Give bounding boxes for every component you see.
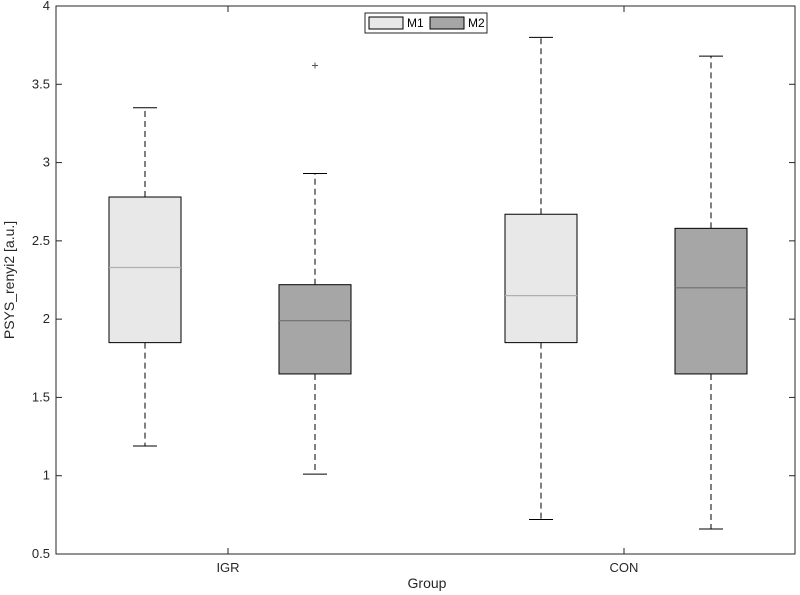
box-m2-con — [674, 55, 748, 530]
legend-label-m1: M1 — [407, 16, 424, 30]
legend-swatch-m1 — [368, 16, 404, 30]
x-tick-label-igr: IGR — [216, 560, 239, 575]
y-tick-label: 0.5 — [32, 546, 50, 561]
legend-entry-m1: M1 — [368, 16, 424, 30]
box-body-m2-igr — [278, 284, 352, 375]
box-m2-igr — [278, 62, 352, 475]
y-tick-label: 2 — [43, 311, 50, 326]
plot-frame — [55, 5, 796, 555]
y-tick-label: 3.5 — [32, 76, 50, 91]
y-tick-label: 1 — [43, 468, 50, 483]
y-axis-label: PSYS_renyi2 [a.u.] — [1, 221, 17, 339]
box-body-m2-con — [674, 227, 748, 375]
outlier-m2-igr-0 — [312, 62, 318, 69]
legend-label-m2: M2 — [468, 16, 485, 30]
y-tick-label: 3 — [43, 155, 50, 170]
legend-swatch-m2 — [429, 16, 465, 30]
x-tick-label-con: CON — [610, 560, 639, 575]
axes-layer: 0.5 1 1.5 2 2.5 3 3.5 4 IGR CON — [32, 0, 796, 575]
legend-entry-m2: M2 — [429, 16, 485, 30]
legend: M1 M2 — [364, 12, 488, 34]
x-axis-label: Group — [408, 575, 447, 591]
y-tick-label: 2.5 — [32, 233, 50, 248]
box-m1-igr — [108, 107, 182, 447]
boxes-layer — [108, 36, 748, 530]
box-m1-con — [504, 36, 578, 521]
box-body-m1-igr — [108, 196, 182, 344]
y-tick-label: 1.5 — [32, 389, 50, 404]
box-body-m1-con — [504, 213, 578, 344]
y-tick-label: 4 — [43, 0, 50, 13]
